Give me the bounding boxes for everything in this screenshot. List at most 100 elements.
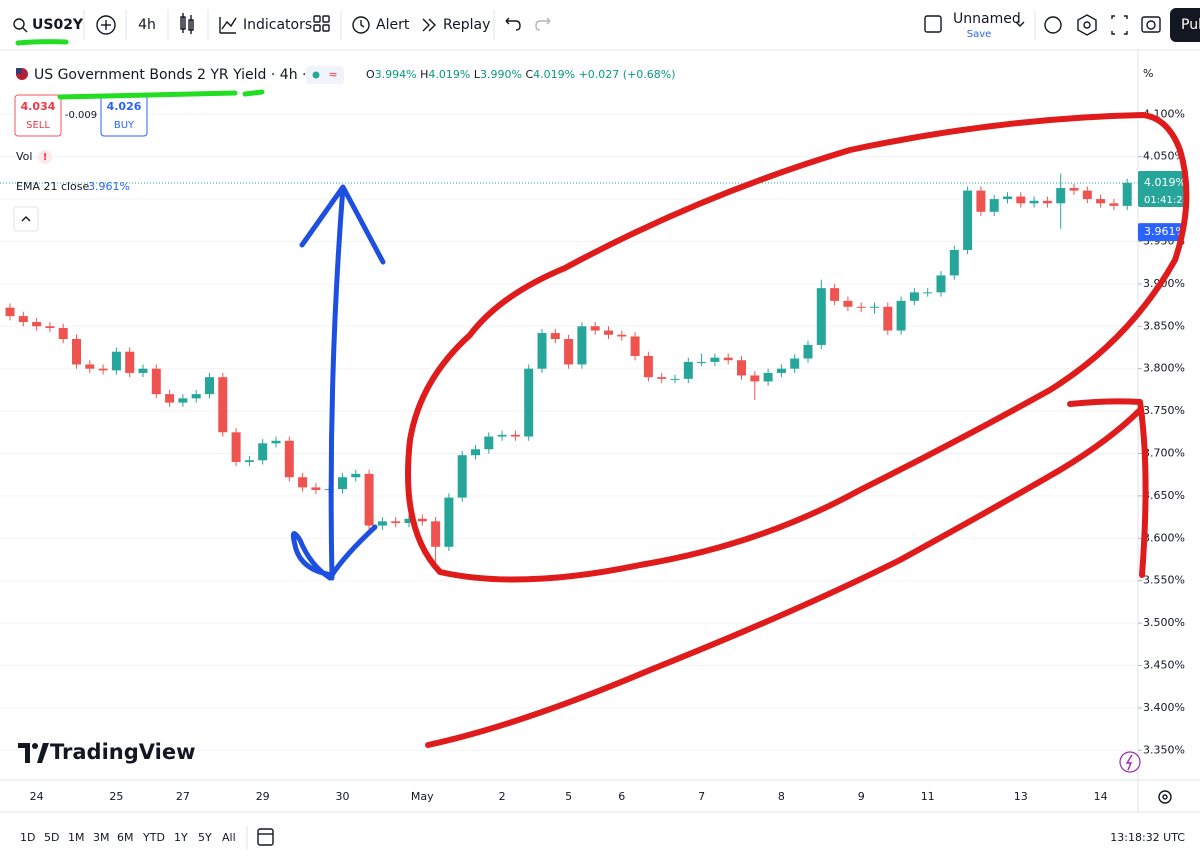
candle-body [72,339,81,365]
candle-body [510,434,520,437]
publish-button[interactable] [1170,8,1200,42]
candle-body [484,436,494,450]
collapse-button[interactable] [13,206,39,232]
candle-body [710,357,720,362]
candle-body [111,351,121,371]
candle-body [909,292,919,301]
checkbox[interactable] [924,15,942,33]
layouts-button[interactable] [313,15,321,23]
x-tick-label: 6 [618,790,625,803]
alert-icon[interactable] [352,16,370,34]
candle-body [989,199,999,212]
symbol[interactable]: US02Y [32,17,84,33]
ema-price-label: 3.961% [1144,225,1186,238]
redo-button[interactable] [535,17,551,31]
ema-label: EMA 21 close [16,180,90,193]
goto-date[interactable] [257,828,274,846]
candle-body [537,333,547,369]
clock: 13:18:32 UTC [1110,831,1185,844]
candle-body [923,292,933,294]
candle-body [630,336,640,356]
logo-text: TradingView [50,740,195,764]
candle-body [750,375,760,382]
y-tick-label: 3.700% [1143,446,1185,459]
last-price-badge [1138,170,1188,207]
y-tick-label: 3.450% [1143,659,1185,672]
range-button[interactable]: 6M [117,831,134,844]
ohlc-value: 4.019% [428,68,470,81]
compare-button[interactable] [96,15,116,35]
x-tick-label: 29 [256,790,270,803]
logo: TradingView [18,740,195,764]
y-tick-label: 3.750% [1143,404,1185,417]
search-icon[interactable] [13,18,25,30]
quick-search[interactable] [1044,16,1062,34]
candle-body [723,357,733,361]
candle-body [843,300,853,307]
axis-settings[interactable] [1158,790,1172,804]
candle-body [45,326,55,328]
candle-body [1056,188,1066,204]
publish-label[interactable]: Pub [1181,17,1200,33]
range-button[interactable]: 1M [68,831,85,844]
ohlc-key: C [525,68,533,81]
buy-price[interactable]: 4.026 [107,100,142,113]
undo-button[interactable] [505,17,521,31]
alert-button[interactable]: Alert [376,17,410,33]
sell-button[interactable] [14,94,62,137]
x-tick-label: 8 [778,790,785,803]
y-tick-label: 3.650% [1143,489,1185,502]
ema-value: 3.961% [88,180,130,193]
candle-body [1069,188,1079,191]
ema-badge [1138,223,1182,242]
range-button[interactable]: 1Y [174,831,188,844]
candle-body [311,487,321,490]
x-tick-label: 13 [1014,790,1028,803]
lightning-icon[interactable] [1119,751,1141,773]
screenshot-button[interactable] [1141,16,1161,33]
candle-body [85,364,95,369]
candle-body [1109,203,1119,206]
status-icon: ≈ [328,68,337,81]
fullscreen-button[interactable] [1111,15,1128,35]
candle-body [18,316,28,323]
candle-body [258,443,268,461]
replay-button[interactable]: Replay [443,17,490,33]
candle-body [737,360,746,376]
candle-body [205,377,214,395]
range-button[interactable]: 1D [20,831,35,844]
candle-body [1042,200,1052,204]
range-button[interactable]: 5D [44,831,59,844]
candle-body [856,306,866,308]
change: +0.027 (+0.68%) [579,68,676,81]
x-tick-label: 5 [565,790,572,803]
candle-body [497,434,507,437]
indicators-button[interactable]: Indicators [243,17,312,33]
candle-body [151,368,161,395]
candle-body [218,377,228,433]
annotations [15,39,1190,748]
candle-body [524,368,534,437]
range-button[interactable]: All [222,831,236,844]
range-button[interactable]: 5Y [198,831,212,844]
buy-label[interactable]: BUY [114,120,135,131]
candle-body [830,288,840,301]
candle-body [444,497,454,547]
save-label[interactable]: Save [967,29,992,40]
sell-label[interactable]: SELL [26,120,50,131]
layout-name[interactable]: Unnamed [953,11,1021,27]
settings-button[interactable] [1077,14,1097,36]
interval[interactable]: 4h [138,17,156,33]
candle-body [58,327,68,340]
x-tick-label: 7 [698,790,705,803]
range-button[interactable]: YTD [142,831,165,844]
x-tick-label: 2 [499,790,506,803]
candle-body [404,518,414,524]
candle-body [98,368,108,371]
candle-body [178,398,188,403]
y-tick-label: 3.850% [1143,319,1185,332]
range-button[interactable]: 3M [93,831,110,844]
sell-price[interactable]: 4.034 [21,100,56,113]
candle-body [790,358,800,369]
